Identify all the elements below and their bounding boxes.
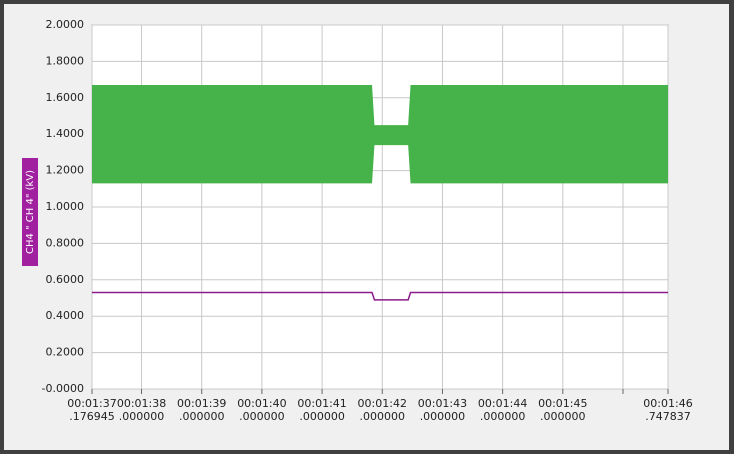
x-tick-label: 00:01:40: [237, 397, 286, 410]
x-tick-label: .747837: [645, 410, 691, 423]
signal-band: [92, 85, 668, 184]
y-tick-label: -0.0000: [42, 382, 84, 395]
y-tick-label: 0.2000: [46, 346, 85, 359]
y-label-box: [22, 158, 38, 266]
x-tick-label: 00:01:44: [478, 397, 527, 410]
x-tick-label: 00:01:37: [67, 397, 116, 410]
y-tick-label: 0.6000: [46, 273, 85, 286]
x-tick-label: .000000: [420, 410, 466, 423]
y-tick-label: 0.8000: [46, 236, 85, 249]
x-tick-label: 00:01:39: [177, 397, 226, 410]
y-tick-label: 0.4000: [46, 309, 85, 322]
x-tick-label: 00:01:41: [297, 397, 346, 410]
x-tick-label: .000000: [119, 410, 165, 423]
y-tick-label: 1.6000: [46, 91, 85, 104]
x-tick-label: 00:01:46: [643, 397, 692, 410]
x-tick-label: .000000: [179, 410, 225, 423]
y-axis-label: CH4 " CH 4" (kV): [25, 170, 36, 254]
y-tick-label: 1.0000: [46, 200, 85, 213]
x-tick-label: 00:01:45: [538, 397, 587, 410]
x-tick-label: .000000: [540, 410, 586, 423]
y-tick-label: 2.0000: [46, 18, 85, 31]
x-tick-label: .176945: [69, 410, 115, 423]
x-tick-label: 00:01:38: [117, 397, 166, 410]
x-tick-label: 00:01:43: [418, 397, 467, 410]
x-tick-label: .000000: [480, 410, 526, 423]
x-tick-label: .000000: [299, 410, 345, 423]
y-tick-label: 1.8000: [46, 54, 85, 67]
x-tick-label: .000000: [360, 410, 406, 423]
x-tick-label: 00:01:42: [358, 397, 407, 410]
x-tick-label: .000000: [239, 410, 285, 423]
y-tick-label: 1.4000: [46, 127, 85, 140]
series-line: [92, 291, 668, 301]
y-tick-label: 1.2000: [46, 164, 85, 177]
